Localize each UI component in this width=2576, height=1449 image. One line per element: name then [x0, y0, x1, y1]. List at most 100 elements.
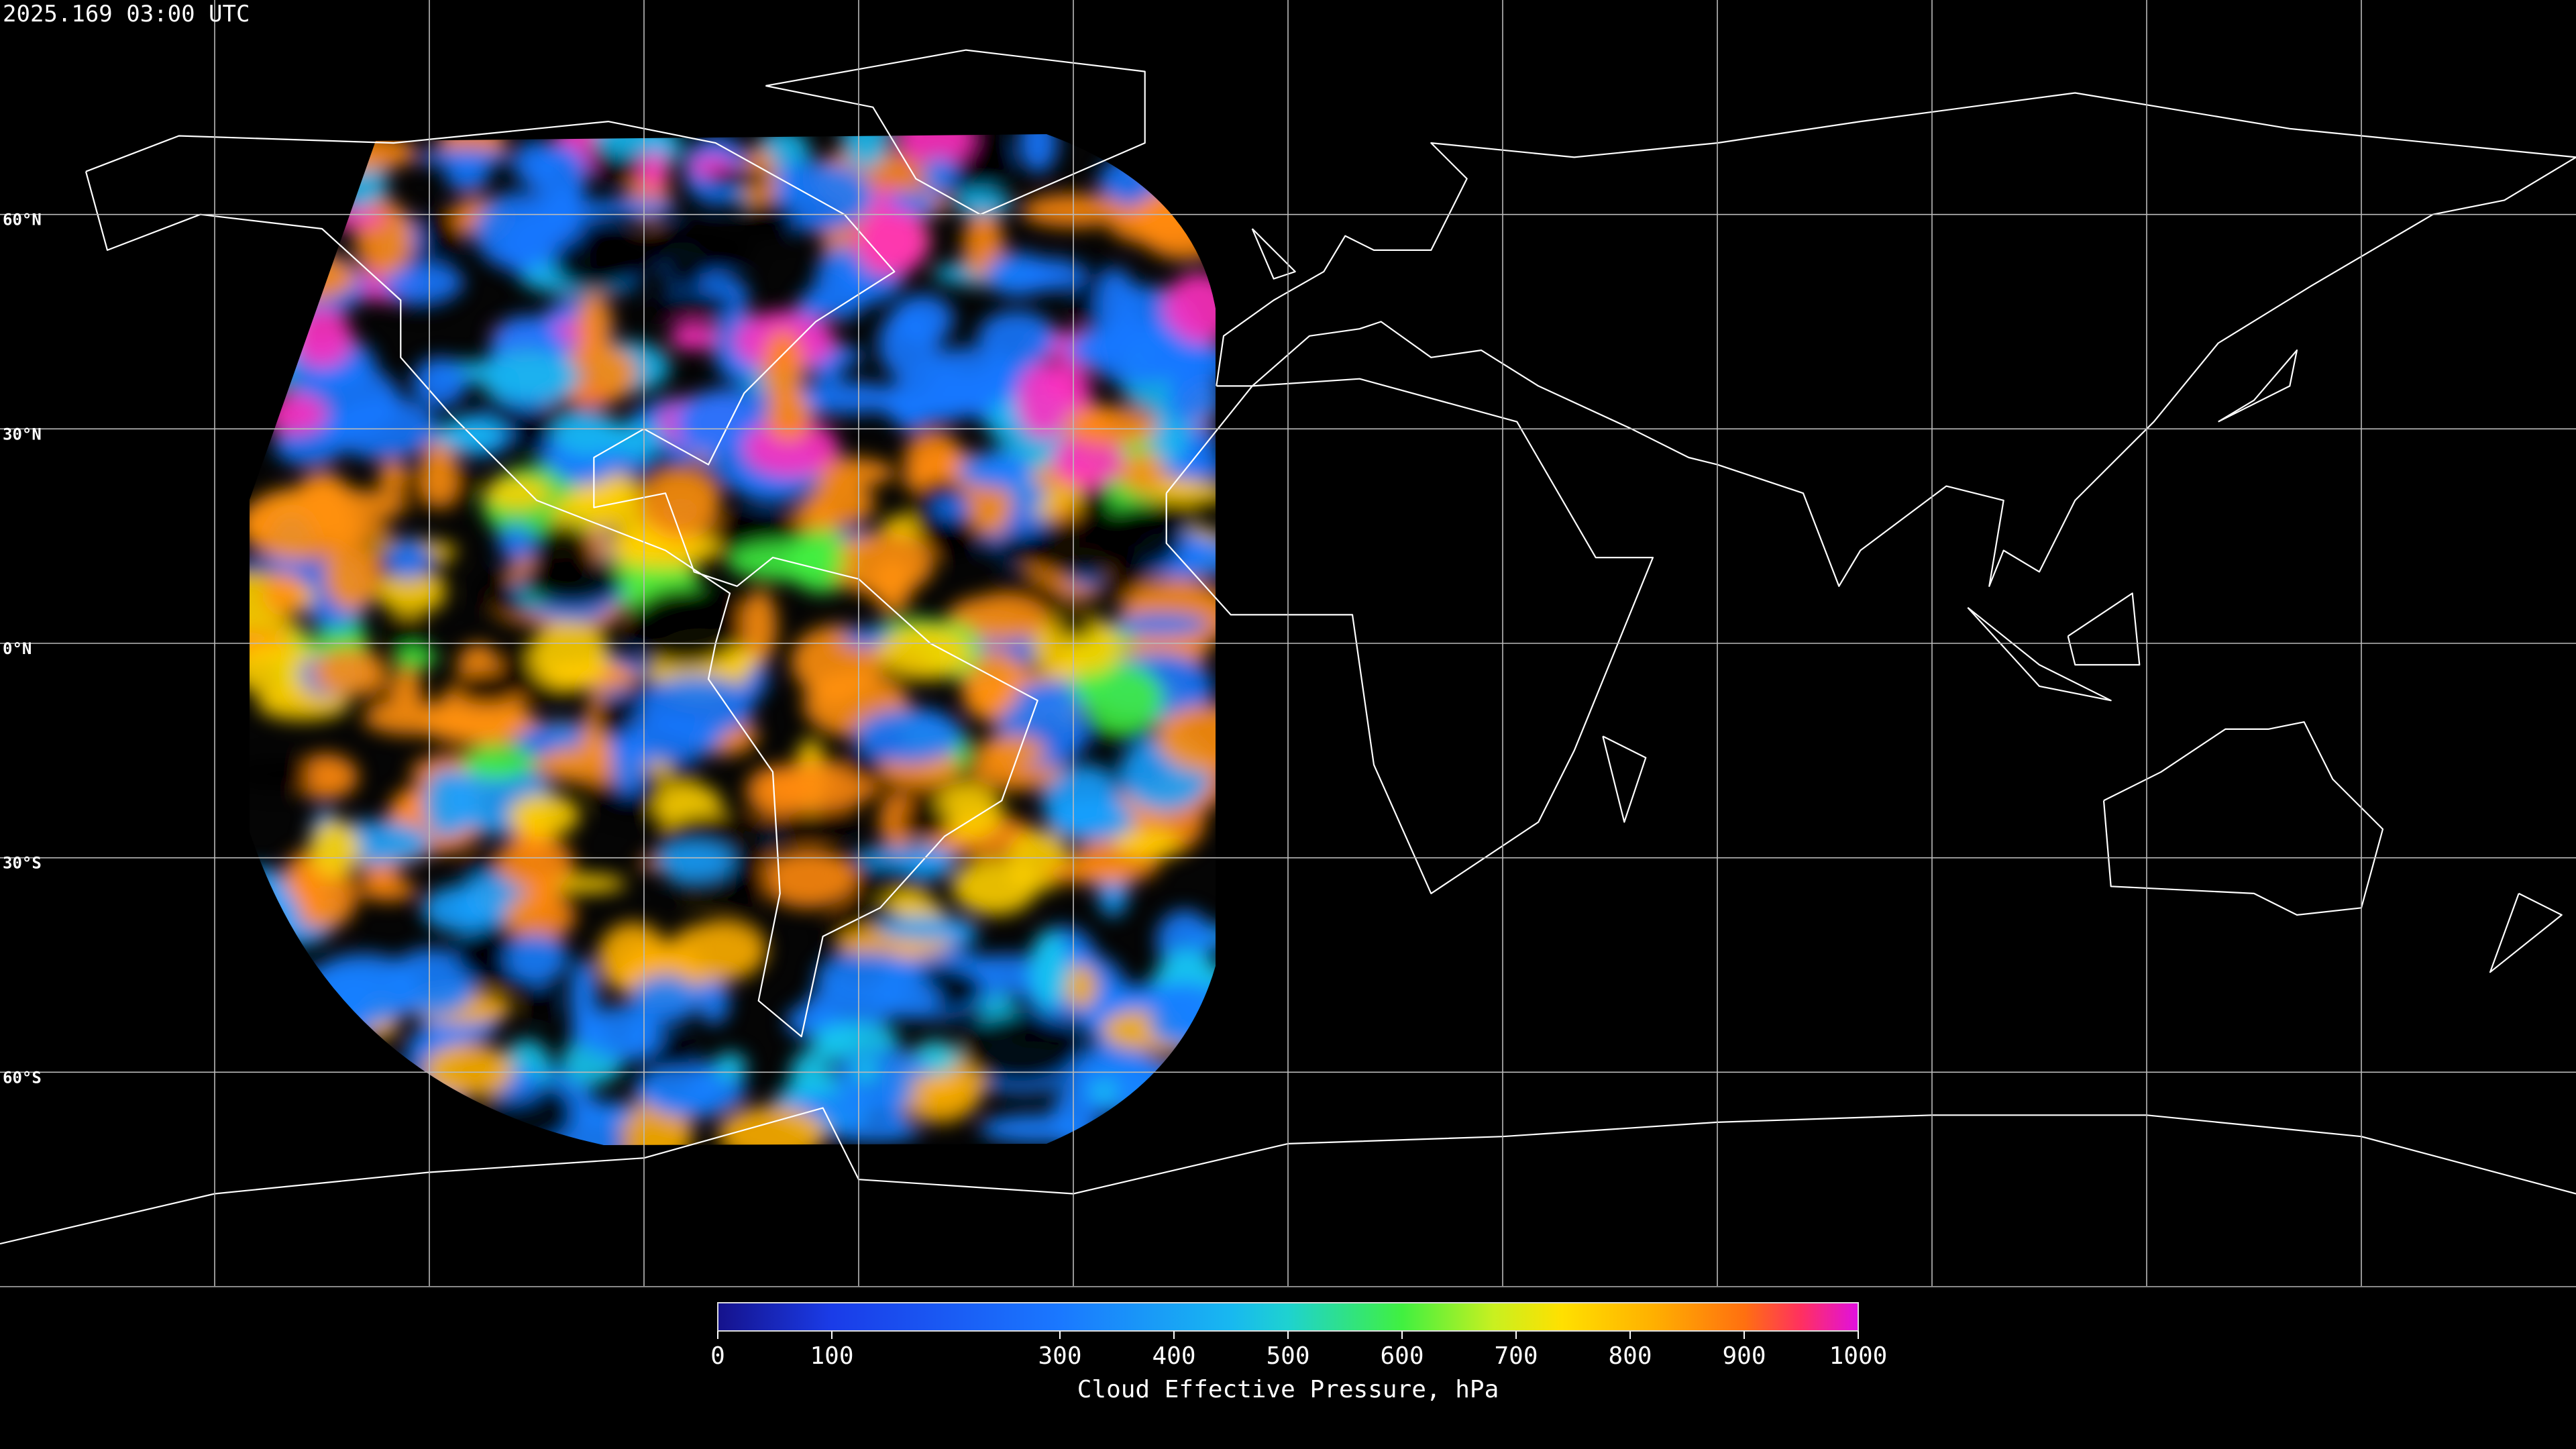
colorbar-tick-label: 100 [810, 1342, 853, 1370]
cloud-field [250, 134, 1216, 1145]
cloud-patch [896, 134, 973, 168]
latitude-label: 0°N [3, 639, 32, 658]
cloud-patch [505, 934, 567, 985]
colorbar-tick-label: 0 [710, 1342, 725, 1370]
cloud-patch [790, 1049, 832, 1104]
cloud-patch [1087, 319, 1188, 385]
cloud-patch [323, 539, 381, 611]
cloud-patch [826, 1120, 922, 1142]
colorbar-tick-label: 800 [1608, 1342, 1652, 1370]
coastline [85, 121, 1038, 1038]
coastline [1251, 228, 1296, 280]
cloud-patch [394, 646, 438, 668]
cloud-patch [760, 849, 857, 908]
cloud-patch [798, 288, 835, 321]
cloud-patch [478, 352, 582, 401]
cloud-patch [662, 264, 706, 290]
cloud-patch [327, 396, 437, 460]
coastline [2067, 592, 2141, 666]
cloud-patch [1007, 830, 1071, 892]
cloud-patch [474, 191, 565, 270]
cloud-patch [586, 1005, 663, 1061]
cloud-patch [761, 329, 805, 408]
cloud-patch [1078, 480, 1112, 527]
cloud-patch [718, 1106, 826, 1145]
cloud-patch [445, 156, 490, 192]
cloud-patch [1083, 664, 1163, 735]
cloud-patch [655, 843, 734, 879]
cloud-patch [707, 168, 771, 189]
coastline [2102, 721, 2384, 916]
colorbar-tick-label: 600 [1380, 1342, 1424, 1370]
cloud-patch [547, 183, 586, 242]
colorbar-tick-label: 1000 [1829, 1342, 1888, 1370]
cloud-patch [484, 477, 551, 510]
coastline [2218, 350, 2298, 423]
cloud-patch [1157, 705, 1216, 773]
cloud-patch [977, 310, 1057, 366]
cloud-patch [423, 767, 474, 838]
cloud-patch [1030, 930, 1069, 1010]
cloud-patch [1163, 272, 1216, 343]
cloud-patch [933, 783, 1004, 839]
cloud-patch [922, 156, 958, 195]
cloud-patch [312, 648, 387, 696]
cloud-patch [1046, 798, 1135, 841]
cloud-patch [834, 1046, 931, 1108]
cloud-patch [743, 418, 839, 477]
cloud-patch [589, 197, 679, 218]
cloud-patch [851, 1059, 879, 1083]
cloud-patch [1016, 362, 1071, 439]
colorbar-gradient [717, 1302, 1859, 1332]
cloud-patch [434, 419, 505, 452]
cloud-patch [640, 470, 721, 540]
cloud-patch [390, 667, 423, 709]
cloud-patch [553, 412, 624, 457]
cloud-patch [1112, 829, 1182, 857]
graticule: 60°N 30°N 0°N 30°S 60°S [0, 0, 2576, 1287]
cloud-patch [527, 983, 555, 1016]
cloud-patch [854, 708, 963, 763]
timestamp: 2025.169 03:00 UTC [3, 1, 250, 28]
cloud-patch [740, 200, 798, 239]
cloud-patch [746, 765, 810, 818]
cloud-patch [1113, 612, 1210, 637]
cloud-patch [968, 478, 1012, 535]
cloud-patch [462, 744, 536, 780]
cloud-patch [504, 891, 576, 941]
cloud-patch [1153, 482, 1216, 505]
cloud-patch [630, 975, 699, 1025]
cloud-patch [639, 148, 668, 191]
cloud-patch [669, 322, 718, 350]
colorbar-tick-label: 700 [1494, 1342, 1538, 1370]
cloud-patch [309, 819, 360, 879]
cloud-patch [1148, 1002, 1196, 1046]
cloud-patch [1055, 612, 1095, 639]
cloud-patch [961, 1012, 1081, 1085]
cloud-patch [362, 700, 465, 735]
cloud-patch [611, 421, 663, 459]
cloud-patch [808, 482, 875, 526]
cloud-patch [497, 524, 535, 561]
colorbar-label: Cloud Effective Pressure, hPa [1077, 1376, 1499, 1403]
cloud-patch [274, 423, 344, 466]
latitude-label: 30°S [3, 854, 42, 873]
cloud-patch [1044, 862, 1134, 883]
coastline [1165, 378, 1654, 894]
cloud-patch [741, 589, 777, 665]
cloud-patch [909, 1075, 965, 1097]
cloud-patch [812, 1023, 900, 1055]
cloud-patch [906, 853, 954, 879]
cloud-patch [1062, 406, 1159, 446]
cloud-patch [359, 879, 418, 901]
cloud-patch [878, 388, 979, 423]
cloud-patch [651, 290, 735, 319]
cloud-patch [961, 649, 1026, 711]
cloud-patch [423, 1044, 513, 1097]
cloud-patch [633, 1068, 725, 1110]
cloud-imagery [250, 134, 1216, 1145]
cloud-patch [957, 451, 1033, 489]
cloud-patch [876, 915, 976, 941]
cloud-patch [975, 735, 1046, 765]
